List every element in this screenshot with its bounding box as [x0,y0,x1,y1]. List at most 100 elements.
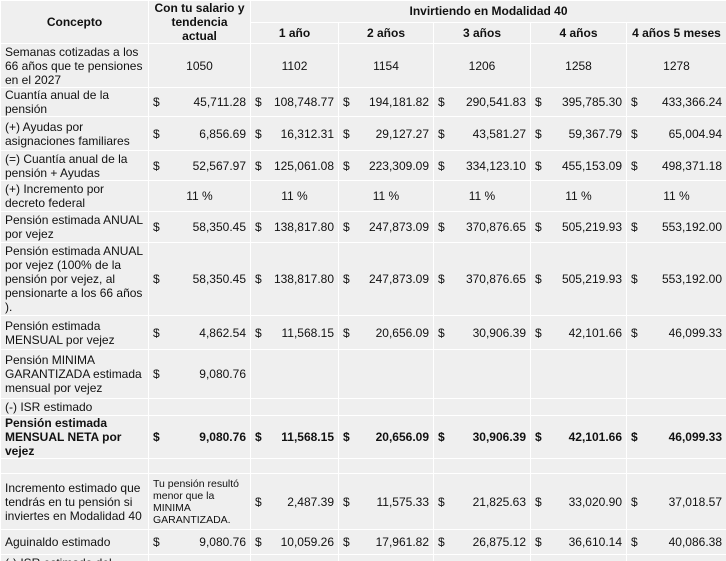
concept-cell: Aguinaldo estimado [0,529,149,555]
currency-symbol: $ [535,325,542,340]
money-cell: $11,568.15 [250,315,339,350]
currency-symbol: $ [153,535,160,549]
amount: 223,309.09 [368,158,429,173]
amount: 138,817.80 [273,272,334,286]
empty-cell [148,554,251,561]
money-cell: $36,610.14 [530,529,627,555]
currency-symbol: $ [343,158,350,173]
empty-cell [433,398,531,416]
amount: 46,099.33 [668,430,722,444]
amount: 43,581.27 [472,126,526,141]
value-cell: 11 % [626,180,726,212]
money-cell: $505,219.93 [530,242,627,316]
amount: 29,127.27 [375,126,429,141]
money-cell: $58,350.45 [148,211,251,243]
currency-symbol: $ [631,430,638,444]
empty-cell [626,349,726,399]
money-cell: $52,567.97 [148,150,251,181]
concept-cell: (+) Incremento por decreto federal [0,180,149,212]
currency-symbol: $ [438,272,445,286]
currency-symbol: $ [438,158,445,173]
currency-symbol: $ [535,494,542,509]
table-row: Pensión MINIMA GARANTIZADA estimada mens… [0,349,726,399]
money-value: $58,350.45 [153,220,246,234]
money-value: $4,862.54 [153,326,246,340]
empty-cell [250,554,339,561]
money-value: $30,906.39 [438,326,526,340]
empty-cell [626,554,726,561]
amount: 4,862.54 [199,325,246,340]
header-row: 1 año 2 años 3 años 4 años 4 años 5 meses [1,21,726,44]
money-value: $65,004.94 [631,127,722,141]
money-value: $505,219.93 [535,220,622,234]
empty-cell [530,398,627,416]
money-cell: $20,656.09 [338,315,434,350]
value-cell: 1102 [250,43,339,88]
table-row: Pensión estimada MENSUAL por vejez $4,862… [0,315,726,350]
amount: 30,906.39 [472,325,526,340]
currency-symbol: $ [255,325,262,340]
money-value: $40,086.38 [631,535,722,549]
empty-cell [626,398,726,416]
currency-symbol: $ [631,95,638,109]
money-value: $553,192.00 [631,272,722,286]
amount: 553,192.00 [661,220,722,234]
currency-symbol: $ [631,325,638,340]
table-row: Pensión estimada MENSUAL NETA por vejez $… [0,415,726,459]
empty-cell [148,458,251,474]
amount: 42,101.66 [568,325,622,340]
currency-symbol: $ [535,95,542,109]
empty-cell [338,398,434,416]
money-cell: $290,541.83 [433,87,531,117]
empty-cell [433,349,531,399]
empty-cell [338,458,434,474]
currency-symbol: $ [153,126,160,141]
table-row: (=) Cuantía anual de la pensión + Ayudas… [0,150,726,181]
money-value: $10,059.26 [255,535,334,549]
header-cell: Concepto [0,0,149,44]
table-row: Pensión estimada ANUAL por vejez (100% d… [0,242,726,316]
money-value: $33,020.90 [535,495,622,509]
money-cell: $247,873.09 [338,242,434,316]
money-value: $17,961.82 [343,535,429,549]
amount: 26,875.12 [472,535,526,549]
money-value: $52,567.97 [153,159,246,173]
money-cell: $138,817.80 [250,211,339,243]
currency-symbol: $ [438,494,445,509]
amount: 58,350.45 [192,272,246,286]
money-value: $46,099.33 [631,326,722,340]
currency-symbol: $ [631,220,638,234]
money-cell: $395,785.30 [530,87,627,117]
money-value: $46,099.33 [631,430,722,444]
amount: 11,575.33 [376,494,430,509]
currency-symbol: $ [631,158,638,173]
currency-symbol: $ [438,535,445,549]
amount: 370,876.65 [465,272,526,286]
amount: 247,873.09 [368,220,429,234]
money-value: $505,219.93 [535,272,622,286]
currency-symbol: $ [343,430,350,444]
amount: 334,123.10 [465,158,526,173]
concept-cell: (-) ISR estimado [0,398,149,416]
money-value: $11,568.15 [255,326,334,340]
money-value: $247,873.09 [343,272,429,286]
money-value: $26,875.12 [438,535,526,549]
amount: 2,487.39 [287,494,334,509]
currency-symbol: $ [255,535,262,549]
money-value: $11,568.15 [255,430,334,444]
money-cell: $370,876.65 [433,242,531,316]
amount: 9,080.76 [199,430,246,444]
concept-cell: Cuantía anual de la pensión [0,87,149,117]
empty-cell [250,349,339,399]
money-value: $125,061.08 [255,159,334,173]
currency-symbol: $ [153,220,160,234]
amount: 395,785.30 [561,95,622,109]
money-cell: $553,192.00 [626,211,726,243]
amount: 21,825.63 [472,494,526,509]
concept-cell: Pensión MINIMA GARANTIZADA estimada mens… [0,349,149,399]
amount: 505,219.93 [561,272,622,286]
money-cell: $553,192.00 [626,242,726,316]
header-row: Concepto Con tu salario y tendencia actu… [0,0,726,44]
money-cell: $433,366.24 [626,87,726,117]
amount: 37,018.57 [668,494,722,509]
